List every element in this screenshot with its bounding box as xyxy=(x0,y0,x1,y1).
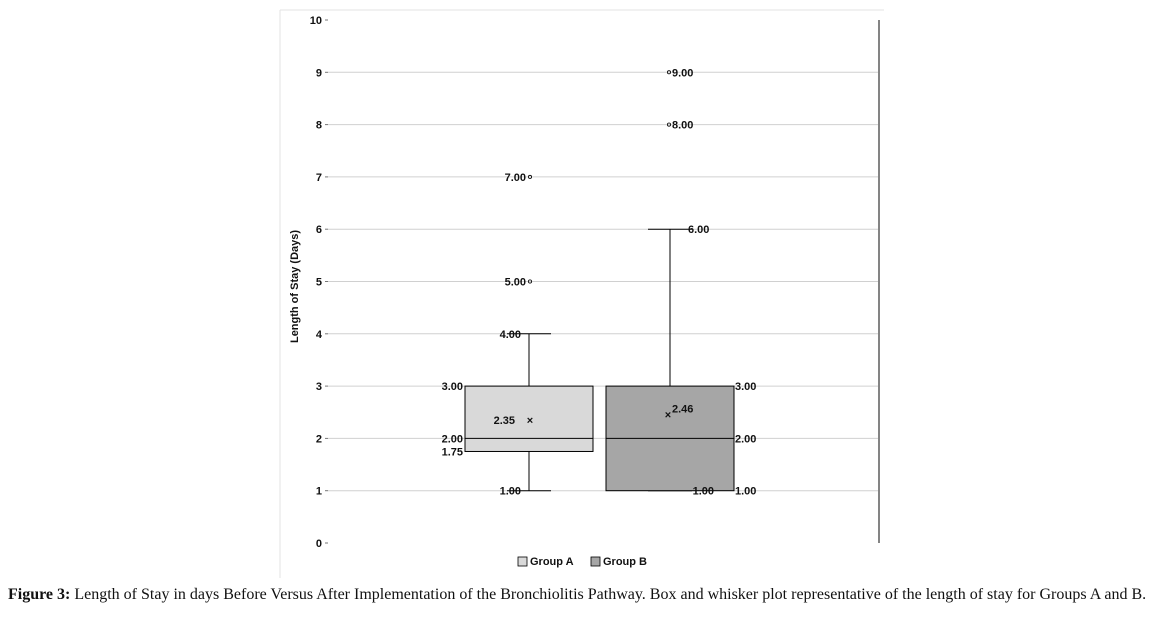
q1-label: 1.00 xyxy=(693,486,714,498)
y-tick-label: 0 xyxy=(316,538,322,550)
q3-label: 3.00 xyxy=(442,381,463,393)
mean-marker: × xyxy=(665,409,671,421)
y-tick-label: 8 xyxy=(316,120,322,132)
max-label: 6.00 xyxy=(688,224,709,236)
figure-caption: Figure 3: Length of Stay in days Before … xyxy=(8,584,1168,606)
median-label: 2.00 xyxy=(442,433,463,445)
outlier-label: 9.00 xyxy=(672,67,693,79)
legend-swatch xyxy=(590,556,601,567)
outlier-point xyxy=(528,279,533,284)
mean-label: 2.46 xyxy=(672,403,693,415)
y-tick-label: 5 xyxy=(316,277,322,289)
max-label: 4.00 xyxy=(500,329,521,341)
y-tick-label: 1 xyxy=(316,486,322,498)
y-tick-label: 2 xyxy=(316,433,322,445)
outlier-label: 7.00 xyxy=(505,172,526,184)
outlier-point xyxy=(667,70,672,75)
y-tick-label: 4 xyxy=(316,329,323,341)
outlier-label: 8.00 xyxy=(672,120,693,132)
outlier-point xyxy=(667,122,672,127)
min-label: 1.00 xyxy=(500,486,521,498)
q3-label: 3.00 xyxy=(735,381,756,393)
q1-label: 1.75 xyxy=(442,446,463,458)
caption-text: Length of Stay in days Before Versus Aft… xyxy=(70,586,1147,603)
outlier-label: 5.00 xyxy=(505,277,526,289)
y-axis-label: Length of Stay (Days) xyxy=(289,230,301,343)
outlier-point xyxy=(528,174,533,179)
chart-figure: 0 1 2 3 4 5 6 7 8 9 10 × × 4.00 3.00 2.00 1.75 1.00 2.35… xyxy=(279,9,884,578)
caption-label: Figure 3: xyxy=(8,586,71,603)
legend-swatch xyxy=(517,556,528,567)
y-tick-label: 10 xyxy=(310,15,322,27)
y-tick-label: 3 xyxy=(316,381,322,393)
mean-label: 2.35 xyxy=(494,415,515,427)
y-tick-label: 7 xyxy=(316,172,322,184)
box-iqr xyxy=(464,385,594,452)
median-label: 2.00 xyxy=(735,433,756,445)
legend-label: Group A xyxy=(530,556,574,568)
y-tick-label: 6 xyxy=(316,224,322,236)
min-label: 1.00 xyxy=(735,486,756,498)
legend-label: Group B xyxy=(603,556,647,568)
mean-marker: × xyxy=(527,415,533,427)
y-tick-label: 9 xyxy=(316,67,322,79)
